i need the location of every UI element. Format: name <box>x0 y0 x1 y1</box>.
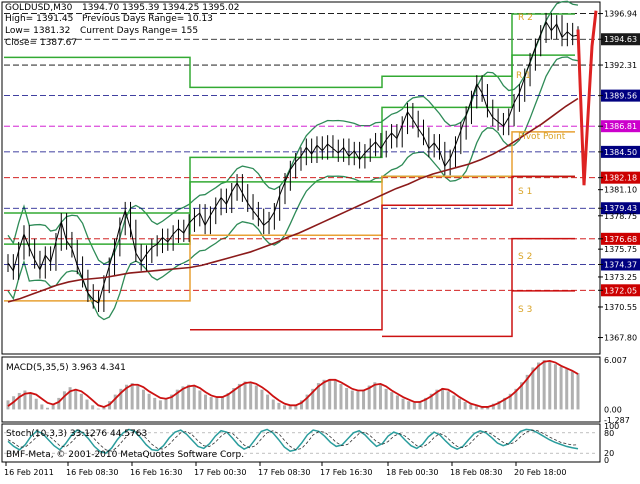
macd-axis-label: -1.287 <box>604 416 630 425</box>
price-tag-bg <box>601 171 640 184</box>
time-axis-label: 17 Feb 08:30 <box>258 468 310 477</box>
lower-band <box>7 56 579 321</box>
price-axis-label: 1381.10 <box>604 186 637 195</box>
prev-range-label: Previous Days Range= 10.13 <box>82 14 213 24</box>
watermark: BMF-Meta, © 2001-2010 MetaQuotes Softwar… <box>6 450 244 460</box>
time-axis-label: 17 Feb 16:30 <box>320 468 372 477</box>
pivot-r2-line <box>4 13 575 89</box>
price-tag-bg <box>601 258 640 271</box>
price-axis-label: 1375.75 <box>604 245 637 254</box>
price-axis-label: 1373.25 <box>604 273 637 282</box>
price-tag-bg <box>601 89 640 102</box>
price-axis-label: 1396.94 <box>604 10 637 19</box>
time-axis-label: 18 Feb 08:30 <box>450 468 502 477</box>
price-axis-label: 1382.18 <box>604 174 637 183</box>
macd-signal <box>7 359 579 408</box>
price-axis-label: 1384.50 <box>604 148 637 157</box>
pivot-s2-line <box>382 237 575 338</box>
time-axis-label: 18 Feb 00:30 <box>386 468 438 477</box>
price-axis-label: 1392.31 <box>604 61 637 70</box>
price-axis-label: 1389.56 <box>604 92 637 101</box>
price-tag-bg <box>601 33 640 46</box>
symbol-label: GOLDUSD,M30 <box>5 3 73 13</box>
price-axis-label: 1394.63 <box>604 35 637 44</box>
price-tag-bg <box>601 145 640 158</box>
price-axis-label: 1378.75 <box>604 212 637 221</box>
pivot-label-s1: S 1 <box>518 187 532 197</box>
time-axis-label: 16 Feb 16:30 <box>130 468 182 477</box>
price-axis-label: 1370.55 <box>604 303 637 312</box>
price-axis-label: 1374.37 <box>604 260 637 269</box>
stoch-signal <box>7 429 579 452</box>
time-axis-label: 16 Feb 08:30 <box>66 468 118 477</box>
stoch-main <box>7 428 579 455</box>
projection-arrow <box>576 10 598 186</box>
low-label: Low= 1381.32 <box>5 26 71 36</box>
macd-panel <box>1 356 601 423</box>
price-axis-label: 1376.68 <box>604 235 637 244</box>
price-tag-bg <box>601 232 640 245</box>
close-line <box>7 20 579 304</box>
macd-axis-label: 6.007 <box>604 356 627 365</box>
time-axis-label: 20 Feb 18:00 <box>514 468 566 477</box>
macd-title: MACD(5,35,5) 3.963 4.341 <box>6 363 126 373</box>
price-axis-label: 1372.05 <box>604 286 637 295</box>
pivot-label-pp: Pivot Point <box>518 132 566 142</box>
ohlc-label: 1394.70 1395.39 1394.25 1395.02 <box>82 3 240 13</box>
time-axis-label: 17 Feb 00:30 <box>194 468 246 477</box>
pivot-label-r1: R 1 <box>516 71 531 81</box>
stoch-title: Stoch(10,3,3) 33.1276 44.5763 <box>6 429 147 439</box>
pivot-label-r2: R 2 <box>518 13 533 23</box>
price-axis-label: 1386.81 <box>604 122 637 131</box>
high-label: High= 1391.45 <box>5 14 74 24</box>
macd-axis-label: 0.00 <box>604 405 622 414</box>
stoch-axis-label: 80 <box>604 429 614 438</box>
pivot-label-s3: S 3 <box>518 305 532 315</box>
price-tag-bg <box>601 120 640 133</box>
curr-range-label: Current Days Range= 155 <box>80 26 199 36</box>
stoch-axis-label: 100 <box>604 422 619 431</box>
pivot-s1-line <box>190 175 575 331</box>
price-axis-label: 1379.43 <box>604 204 637 213</box>
stoch-axis-label: 20 <box>604 449 614 458</box>
price-tag-bg <box>601 202 640 215</box>
stoch-panel <box>1 423 601 463</box>
price-tag-bg <box>601 284 640 297</box>
pivot-label-s2: S 2 <box>518 252 532 262</box>
stoch-axis-label: 0 <box>604 456 609 465</box>
moving-average <box>7 97 579 303</box>
price-axis-label: 1367.80 <box>604 334 637 343</box>
time-axis-label: 16 Feb 2011 <box>4 468 54 477</box>
close-label: Close= 1387.67 <box>5 38 78 48</box>
